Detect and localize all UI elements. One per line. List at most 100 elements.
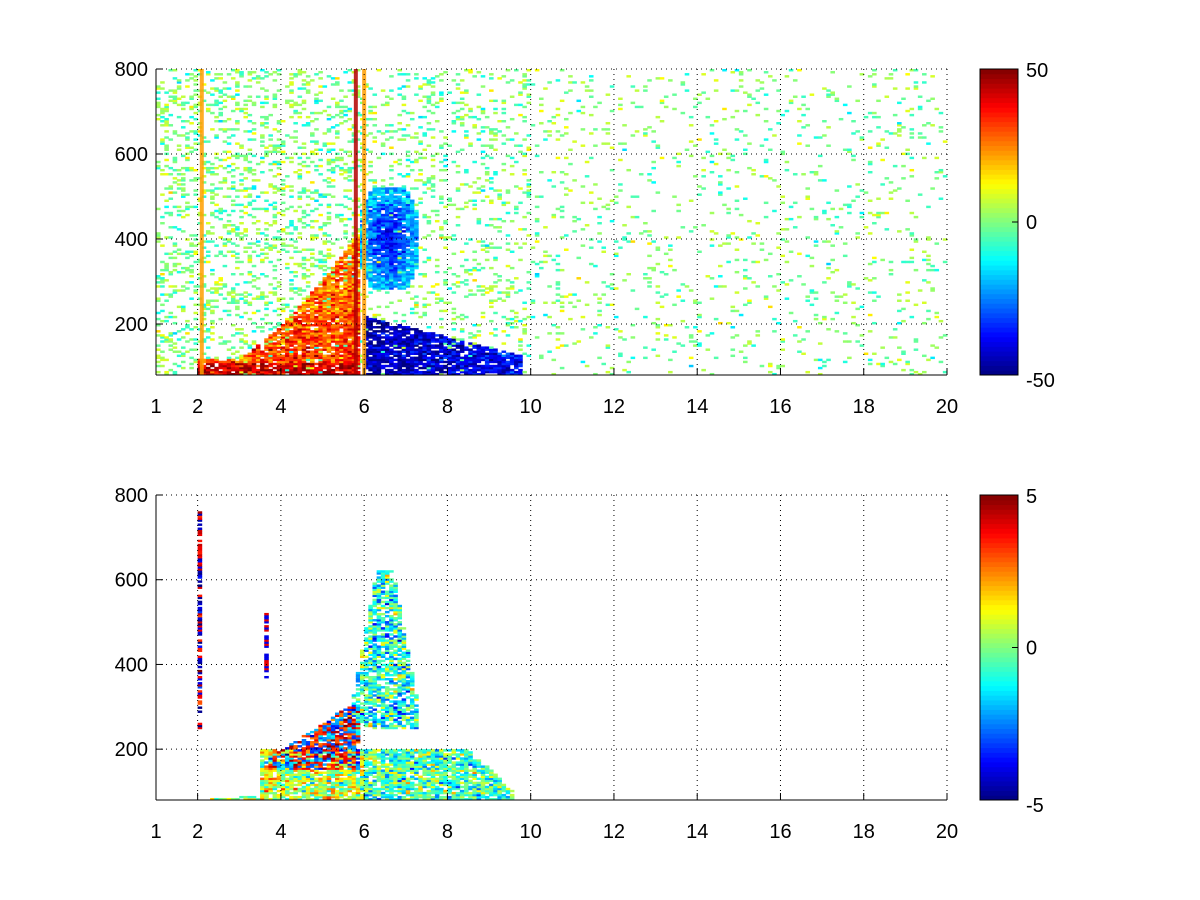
- heatmap-cell: [788, 250, 794, 253]
- heatmap-cell: [409, 207, 415, 211]
- heatmap-cell: [368, 205, 373, 209]
- heatmap-cell: [193, 311, 199, 315]
- heatmap-cell: [376, 242, 382, 245]
- heatmap-cell: [326, 293, 332, 296]
- heatmap-cell: [214, 166, 219, 170]
- heatmap-cell: [251, 179, 257, 182]
- heatmap-cell: [280, 189, 286, 192]
- heatmap-cell: [393, 201, 398, 205]
- heatmap-cell: [530, 299, 536, 302]
- heatmap-cell: [222, 226, 228, 229]
- heatmap-cell: [343, 358, 348, 362]
- heatmap-cell: [401, 185, 407, 188]
- heatmap-cell: [364, 317, 369, 321]
- heatmap-cell: [588, 262, 594, 266]
- heatmap-cell: [226, 291, 232, 294]
- heatmap-cell: [289, 81, 294, 84]
- heatmap-cell: [430, 230, 436, 233]
- heatmap-cell: [176, 103, 182, 107]
- heatmap-cell: [210, 201, 215, 205]
- heatmap-cell: [335, 315, 340, 319]
- heatmap-cell: [518, 358, 523, 362]
- heatmap-cell: [310, 311, 315, 315]
- heatmap-cell: [205, 91, 211, 94]
- heatmap-cell: [376, 342, 382, 345]
- heatmap-cell: [189, 150, 194, 154]
- heatmap-cell: [484, 370, 490, 374]
- heatmap-cell: [409, 205, 415, 209]
- heatmap-cell: [222, 140, 228, 143]
- heatmap-cell: [347, 207, 353, 211]
- heatmap-cell: [214, 283, 219, 286]
- heatmap-cell: [464, 270, 469, 274]
- heatmap-cell: [393, 230, 398, 233]
- heatmap-cell: [384, 101, 390, 105]
- heatmap-cell: [318, 330, 323, 333]
- heatmap-cell: [239, 73, 244, 76]
- heatmap-cell: [505, 366, 511, 370]
- heatmap-cell: [205, 109, 211, 113]
- heatmap-cell: [180, 103, 186, 107]
- heatmap-cell: [734, 258, 740, 262]
- heatmap-cell: [247, 148, 253, 151]
- heatmap-cell: [339, 342, 344, 345]
- heatmap-cell: [280, 356, 286, 360]
- heatmap-cell: [289, 244, 294, 247]
- heatmap-cell: [160, 277, 165, 280]
- heatmap-cell: [784, 217, 790, 221]
- heatmap-cell: [372, 338, 378, 341]
- heatmap-cell: [214, 215, 219, 219]
- heatmap-cell: [372, 197, 378, 200]
- heatmap-cell: [397, 195, 403, 198]
- heatmap-cell: [297, 326, 303, 329]
- heatmap-cell: [514, 291, 519, 294]
- heatmap-cell: [301, 307, 307, 311]
- heatmap-cell: [276, 360, 282, 364]
- heatmap-cell: [168, 338, 174, 341]
- heatmap-cell: [260, 156, 265, 160]
- heatmap-cell: [268, 183, 273, 186]
- heatmap-cell: [318, 342, 323, 345]
- heatmap-cell: [380, 224, 386, 227]
- heatmap-cell: [168, 348, 174, 351]
- heatmap-cell: [426, 215, 432, 219]
- heatmap-cell: [376, 226, 382, 229]
- heatmap-cell: [480, 109, 486, 113]
- heatmap-cell: [401, 193, 407, 196]
- heatmap-cell: [293, 262, 298, 266]
- heatmap-cell: [297, 319, 303, 323]
- heatmap-cell: [414, 303, 419, 307]
- heatmap-cell: [310, 291, 315, 294]
- heatmap-cell: [393, 350, 398, 353]
- heatmap-cell: [434, 354, 440, 358]
- heatmap-cell: [176, 338, 182, 341]
- heatmap-cell: [326, 193, 332, 196]
- heatmap-cell: [389, 250, 394, 253]
- heatmap-cell: [409, 277, 415, 280]
- heatmap-cell: [409, 217, 415, 221]
- heatmap-cell: [476, 360, 482, 364]
- heatmap-cell: [772, 317, 777, 321]
- heatmap-cell: [430, 154, 436, 158]
- heatmap-cell: [335, 291, 340, 294]
- heatmap-cell: [264, 295, 269, 298]
- heatmap-cell: [222, 120, 228, 123]
- heatmap-cell: [201, 162, 207, 166]
- heatmap-cell: [559, 309, 565, 313]
- heatmap-cell: [522, 191, 527, 194]
- heatmap-cell: [205, 189, 211, 192]
- heatmap-cell: [389, 97, 394, 100]
- heatmap-cell: [709, 297, 715, 300]
- heatmap-cell: [422, 332, 427, 335]
- heatmap-cell: [393, 224, 398, 227]
- heatmap-cell: [568, 162, 573, 166]
- heatmap-cell: [339, 158, 344, 162]
- heatmap-cell: [505, 69, 511, 72]
- heatmap-cell: [534, 234, 540, 237]
- heatmap-cell: [193, 326, 199, 329]
- heatmap-cell: [401, 250, 407, 253]
- heatmap-cell: [310, 181, 315, 184]
- heatmap-cell: [451, 79, 457, 82]
- heatmap-cell: [397, 364, 403, 368]
- heatmap-cell: [651, 321, 656, 325]
